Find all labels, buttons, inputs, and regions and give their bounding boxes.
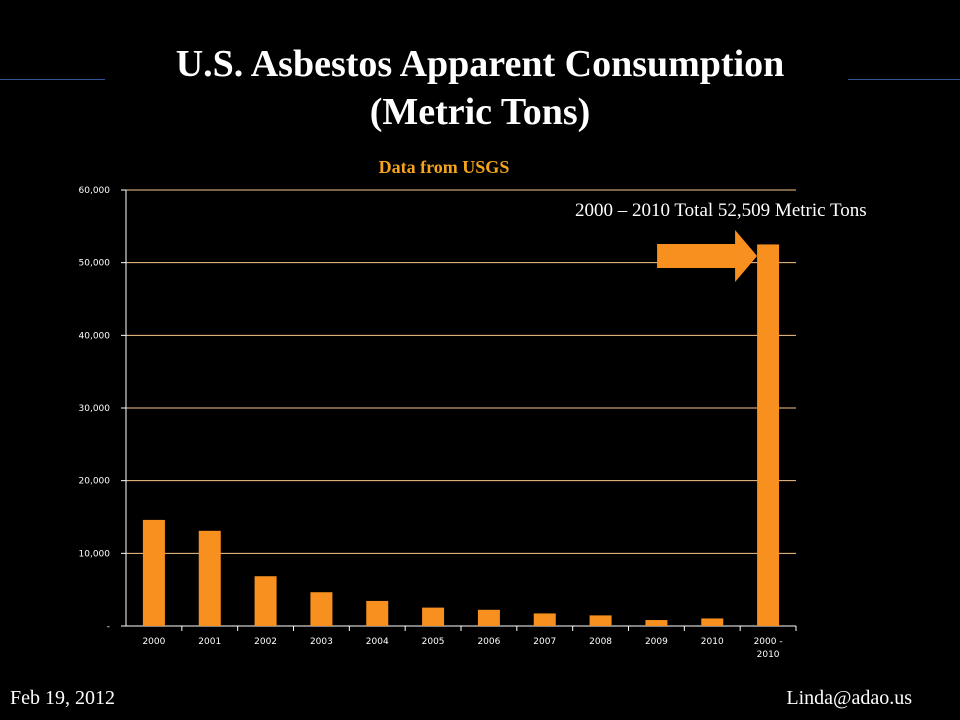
chart-title: Data from USGS <box>378 157 510 177</box>
y-tick-label: 40,000 <box>79 331 111 341</box>
slide-title: U.S. Asbestos Apparent Consumption (Metr… <box>0 40 960 136</box>
x-tick-label: 2008 <box>589 637 612 647</box>
x-tick-label: 2009 <box>645 637 668 647</box>
footer-email: Linda@adao.us <box>786 687 912 709</box>
bar <box>366 600 389 626</box>
header-rule-right <box>848 79 960 80</box>
bar <box>422 607 445 626</box>
x-tick-label: 2003 <box>310 637 333 647</box>
bar <box>645 620 668 626</box>
y-tick-label: 50,000 <box>79 259 111 269</box>
x-tick-label: 2005 <box>422 637 445 647</box>
bar <box>589 615 612 626</box>
bar <box>533 613 556 626</box>
bar <box>142 519 165 626</box>
chart-annotation: 2000 – 2010 Total 52,509 Metric Tons <box>575 200 867 221</box>
bar <box>198 530 221 626</box>
y-tick-label: 10,000 <box>79 549 111 559</box>
y-tick-label: 20,000 <box>79 477 111 487</box>
header-rule-left <box>0 79 105 80</box>
x-tick-label: 2000 -2010 <box>754 637 783 660</box>
x-tick-label: 2006 <box>477 637 500 647</box>
bar <box>701 618 724 626</box>
bar <box>757 244 780 626</box>
bar <box>310 592 333 626</box>
footer-date: Feb 19, 2012 <box>10 687 115 709</box>
slide-title-line-1: U.S. Asbestos Apparent Consumption <box>175 43 785 85</box>
y-tick-label: 60,000 <box>79 186 111 196</box>
right-arrow-icon <box>657 230 758 282</box>
bar <box>254 576 277 626</box>
bar <box>477 609 500 626</box>
x-tick-label: 2000 <box>142 637 165 647</box>
x-tick-label: 2007 <box>533 637 556 647</box>
x-tick-label: 2001 <box>198 637 221 647</box>
slide-title-line-2: (Metric Tons) <box>369 91 591 133</box>
x-tick-label: 2004 <box>366 637 389 647</box>
y-tick-label: 30,000 <box>79 404 111 414</box>
y-tick-label: - <box>107 622 110 632</box>
x-tick-label: 2010 <box>701 637 724 647</box>
x-tick-label: 2002 <box>254 637 277 647</box>
